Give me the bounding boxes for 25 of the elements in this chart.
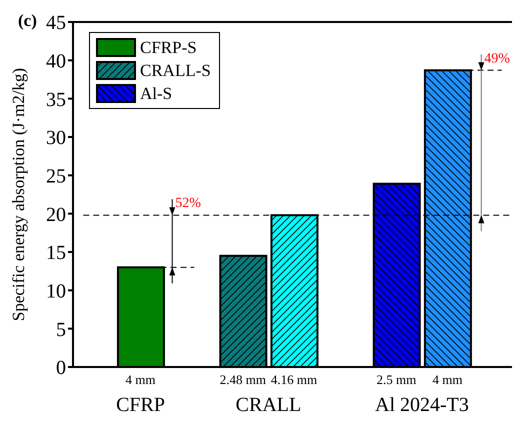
y-tick-label: 20: [46, 204, 66, 226]
y-axis-title: Specific energy absorption (J·m2/kg): [9, 68, 28, 322]
annotation: 52%: [175, 196, 202, 212]
y-tick-label: 45: [46, 12, 66, 34]
legend-label: CRALL-S: [140, 60, 211, 80]
y-tick-label: 25: [46, 165, 66, 188]
x-tick-label: 2.5 mm: [376, 372, 416, 388]
y-tick-label: 40: [46, 50, 66, 72]
text: Al 2024-T3: [375, 394, 469, 416]
y-tick-label: 10: [46, 280, 66, 302]
x-tick-label: 4 mm: [126, 372, 156, 388]
annotation: 49%: [484, 51, 510, 66]
x-tick-label: 2.48 mm: [220, 372, 266, 388]
y-tick-label: 30: [46, 127, 66, 150]
legend-label: Al-S: [140, 84, 172, 104]
x-tick-label: 4 mm: [432, 372, 463, 388]
y-tick-label: 5: [56, 318, 66, 341]
y-tick-label: 0: [56, 357, 66, 380]
y-tick-label: 15: [46, 242, 66, 264]
y-tick-label: 35: [46, 88, 66, 111]
x-tick-label: 4.16 mm: [270, 372, 318, 388]
text: (c): [18, 11, 37, 30]
text: CRALL: [236, 394, 302, 416]
text: CFRP: [116, 394, 166, 416]
legend-label: CFRP-S: [140, 38, 197, 58]
